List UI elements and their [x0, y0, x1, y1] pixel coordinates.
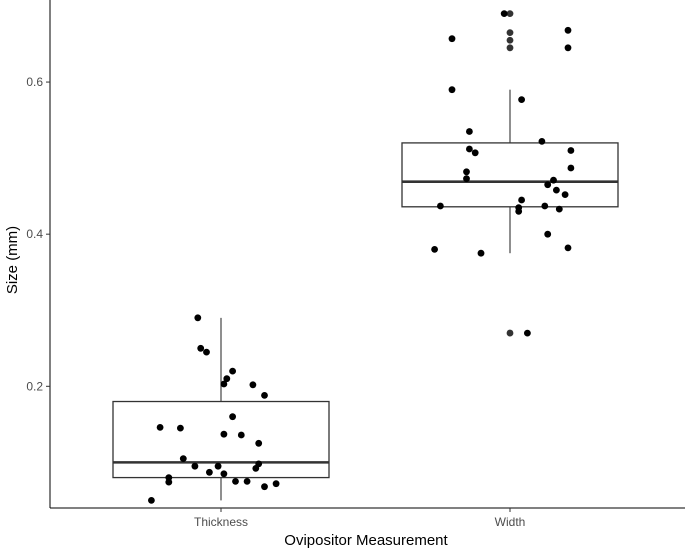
data-point [544, 230, 552, 238]
data-point [272, 480, 280, 488]
data-point [561, 191, 569, 199]
data-point [220, 380, 228, 388]
data-point [515, 208, 523, 215]
data-point [223, 375, 231, 383]
data-point [437, 202, 444, 210]
data-point [249, 381, 257, 389]
data-point [232, 478, 239, 485]
data-point [197, 344, 205, 352]
data-point [220, 470, 228, 478]
data-point [466, 145, 473, 153]
box-thickness [112, 317, 330, 501]
data-point [220, 430, 228, 438]
data-point [194, 314, 202, 322]
data-point [567, 147, 575, 154]
data-point [206, 468, 213, 476]
outlier-point [506, 329, 514, 337]
x-tick-label: Width [495, 515, 526, 529]
data-point [156, 424, 164, 431]
y-tick-label: 0.4 [26, 227, 43, 241]
data-point [203, 348, 210, 356]
data-point [463, 175, 470, 183]
data-point [524, 329, 531, 337]
data-point [564, 26, 572, 34]
data-point [550, 176, 557, 184]
data-point [500, 10, 508, 17]
data-point [229, 367, 237, 375]
data-point [553, 186, 560, 194]
data-point [177, 424, 184, 432]
data-point [471, 149, 479, 157]
data-point [564, 244, 572, 252]
data-point [555, 205, 563, 213]
data-point [538, 138, 546, 145]
data-points [148, 10, 575, 504]
outlier-point [506, 10, 514, 18]
data-point [567, 164, 575, 172]
outlier-point [506, 36, 514, 44]
data-point [179, 455, 187, 462]
data-point [252, 465, 260, 472]
data-point [463, 168, 470, 176]
data-point [466, 128, 473, 135]
data-point [255, 439, 263, 447]
data-point [431, 246, 438, 253]
x-axis: Thickness Width [50, 507, 685, 529]
data-point [518, 96, 525, 103]
box-width [401, 10, 619, 337]
data-point [564, 44, 572, 52]
x-axis-title: Ovipositor Measurement [284, 532, 448, 549]
x-tick-label: Thickness [194, 515, 248, 529]
data-point [261, 483, 268, 491]
data-point [261, 392, 268, 399]
data-point [229, 413, 237, 421]
data-point [165, 478, 173, 486]
data-point [448, 86, 456, 94]
boxes [112, 10, 619, 501]
data-point [191, 462, 199, 470]
data-point [148, 497, 155, 504]
y-axis: 0.2 0.4 0.6 [26, 0, 51, 508]
data-point [544, 181, 552, 189]
data-point [448, 35, 456, 43]
data-point [541, 202, 549, 210]
outlier-point [506, 44, 514, 52]
data-point [243, 478, 251, 485]
y-tick-label: 0.6 [26, 75, 43, 89]
outlier-point [506, 29, 514, 37]
iqr-box [401, 142, 619, 208]
data-point [477, 249, 485, 257]
data-point [214, 462, 222, 470]
data-point [518, 196, 525, 204]
y-tick-label: 0.2 [26, 379, 43, 393]
y-axis-title: Size (mm) [4, 226, 21, 294]
data-point [237, 431, 245, 439]
